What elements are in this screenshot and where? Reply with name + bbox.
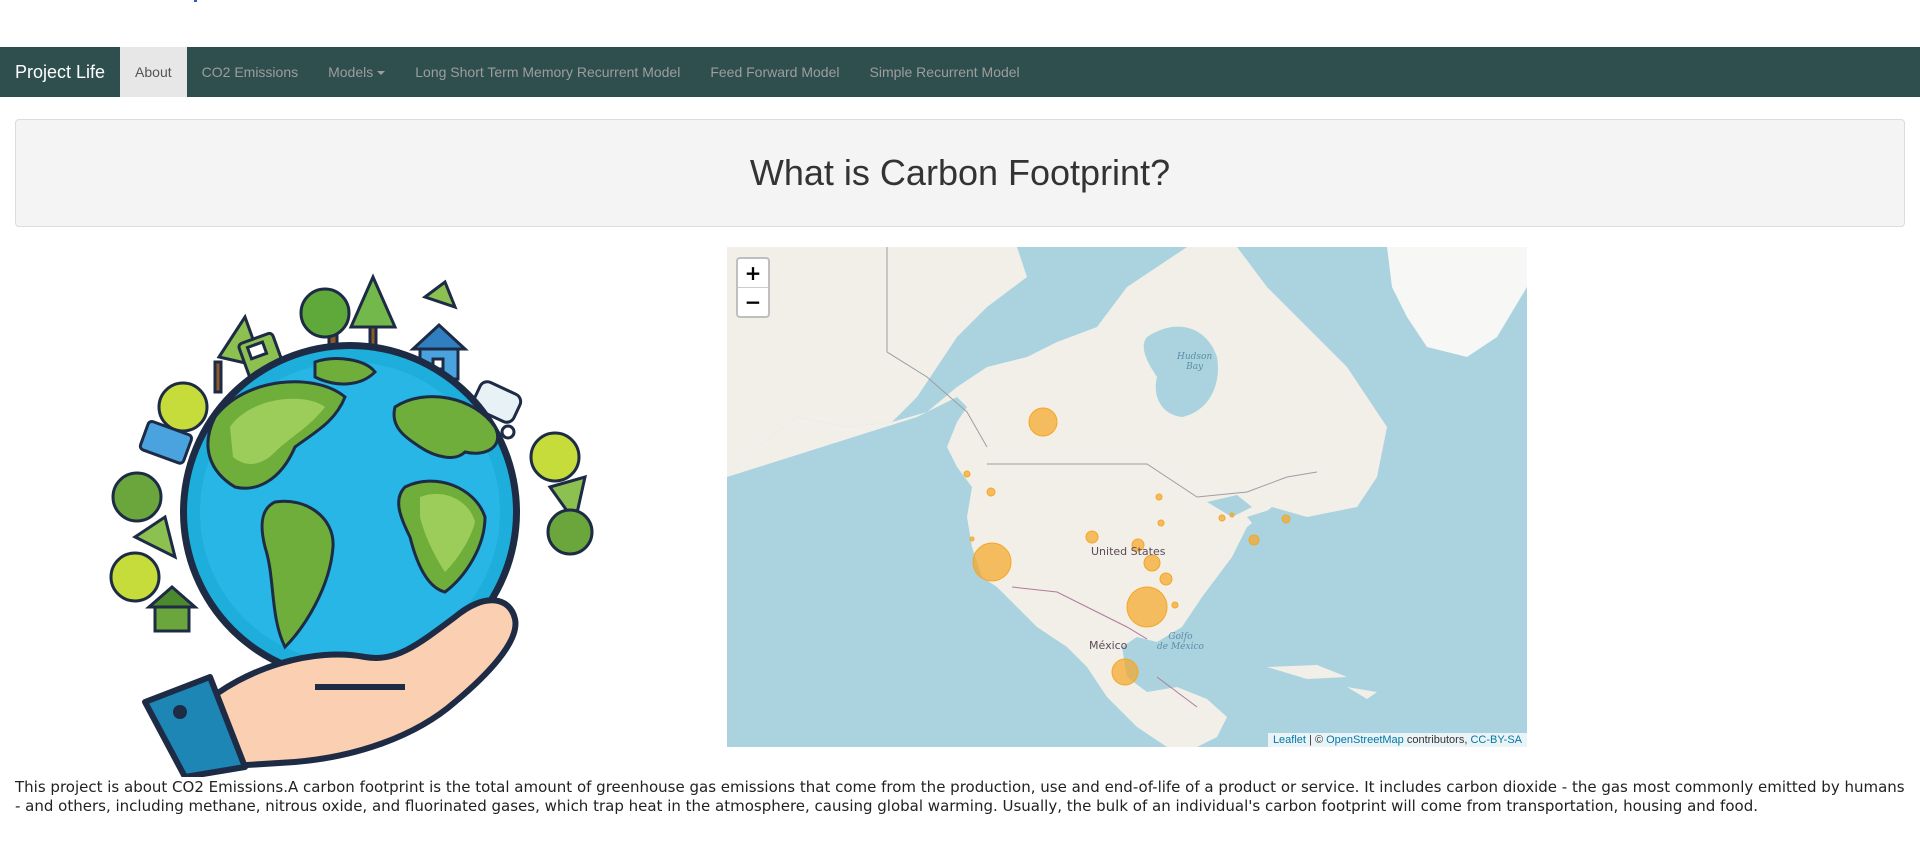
nav-lstm-model[interactable]: Long Short Term Memory Recurrent Model: [415, 64, 681, 80]
nav-simple-recurrent-model[interactable]: Simple Recurrent Model: [869, 64, 1020, 80]
caret-down-icon: [377, 71, 386, 76]
attribution-separator: | ©: [1309, 734, 1324, 746]
project-description: This project is about CO2 Emissions.A ca…: [15, 778, 1905, 815]
zoom-out-button[interactable]: −: [738, 287, 768, 316]
map-label-united-states: United States: [1091, 545, 1166, 558]
map-label-gulf: Golfo de México: [1157, 632, 1204, 652]
zoom-in-button[interactable]: +: [744, 261, 762, 285]
page-title: What is Carbon Footprint?: [749, 152, 1171, 193]
map-zoom-control: + −: [736, 257, 770, 318]
map-label-mexico: México: [1089, 639, 1128, 652]
leaflet-link[interactable]: Leaflet: [1272, 734, 1306, 746]
jumbotron: What is Carbon Footprint?: [15, 119, 1905, 227]
license-link[interactable]: CC-BY-SA: [1470, 734, 1522, 746]
map-attribution: Leaflet | © OpenStreetMap contributors, …: [1267, 733, 1527, 747]
osm-link[interactable]: OpenStreetMap: [1326, 734, 1404, 746]
nav-co2-emissions[interactable]: CO2 Emissions: [201, 64, 299, 80]
nav-feed-forward-model[interactable]: Feed Forward Model: [710, 64, 840, 80]
earth-in-hand-illustration: [15, 247, 675, 780]
nav-models-dropdown[interactable]: Models: [313, 47, 400, 97]
nav-models-label: Models: [328, 64, 374, 80]
attribution-contributors: contributors,: [1406, 734, 1468, 746]
emissions-map[interactable]: + − Hudson Bay United States México Golf…: [727, 247, 1527, 747]
navbar: Project Life About CO2 Emissions Models …: [0, 47, 1920, 97]
nav-about[interactable]: About: [120, 47, 187, 97]
navbar-brand[interactable]: Project Life: [15, 62, 106, 82]
top-edge-mark: [194, 0, 197, 2]
map-label-hudson-bay: Hudson Bay: [1177, 352, 1213, 372]
